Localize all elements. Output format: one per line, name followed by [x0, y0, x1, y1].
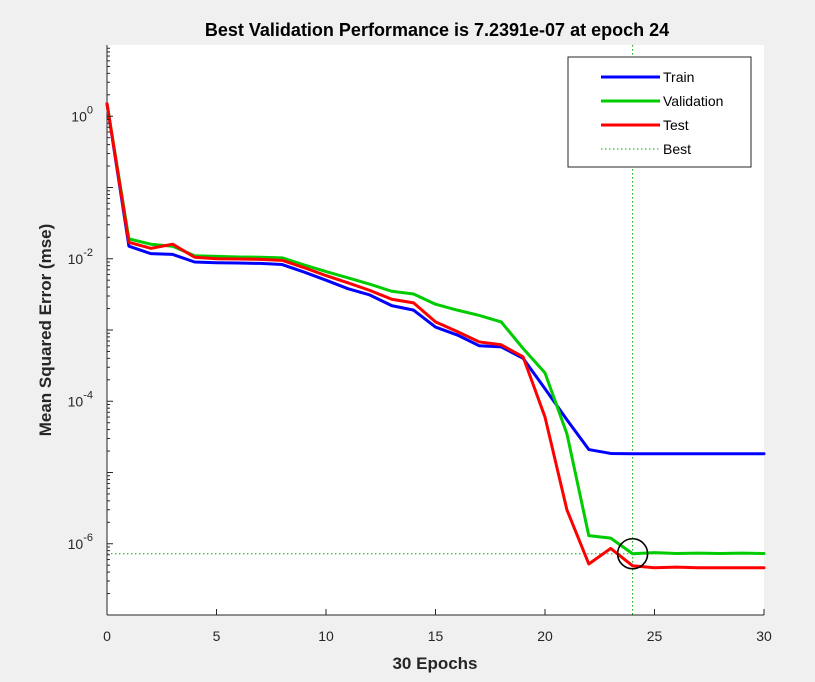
best-marker-circle — [616, 537, 649, 570]
y-tick-exponent: -6 — [83, 532, 93, 544]
legend-label-test: Test — [663, 117, 689, 133]
series-line-validation — [105, 102, 766, 556]
best-marker-group — [616, 537, 649, 570]
y-axis-label: Mean Squared Error (mse) — [36, 224, 55, 437]
legend-box — [567, 56, 752, 168]
y-tick-label: 100 — [71, 104, 93, 124]
x-tick-label: 5 — [213, 628, 221, 644]
x-tick-label: 20 — [537, 628, 553, 644]
legend: Train Validation Test Best — [567, 56, 752, 168]
series-line-train — [105, 102, 766, 456]
y-tick-label: 10-2 — [68, 247, 93, 267]
best-guides — [107, 45, 764, 615]
y-tick-base: 10 — [68, 251, 84, 267]
y-tick-exponent: -4 — [83, 389, 93, 401]
y-tick-base: 10 — [68, 536, 84, 552]
legend-label-best: Best — [663, 141, 691, 157]
x-axis-label: 30 Epochs — [392, 654, 477, 673]
y-tick-exponent: -2 — [83, 247, 93, 259]
chart-title: Best Validation Performance is 7.2391e-0… — [205, 20, 669, 40]
x-tick-label: 0 — [103, 628, 111, 644]
x-axis-ticks: 0 5 10 15 20 25 30 — [103, 609, 772, 644]
y-tick-base: 10 — [71, 108, 87, 124]
x-tick-label: 15 — [428, 628, 444, 644]
legend-label-validation: Validation — [663, 93, 723, 109]
x-tick-label: 10 — [318, 628, 334, 644]
y-tick-base: 10 — [68, 393, 84, 409]
series-lines — [105, 102, 766, 570]
y-tick-label: 10-6 — [68, 532, 93, 552]
y-tick-label: 10-4 — [68, 389, 93, 409]
series-line-test — [105, 102, 766, 570]
legend-label-train: Train — [663, 69, 694, 85]
y-tick-exponent: 0 — [87, 104, 93, 116]
x-tick-label: 30 — [756, 628, 772, 644]
x-tick-label: 25 — [647, 628, 663, 644]
